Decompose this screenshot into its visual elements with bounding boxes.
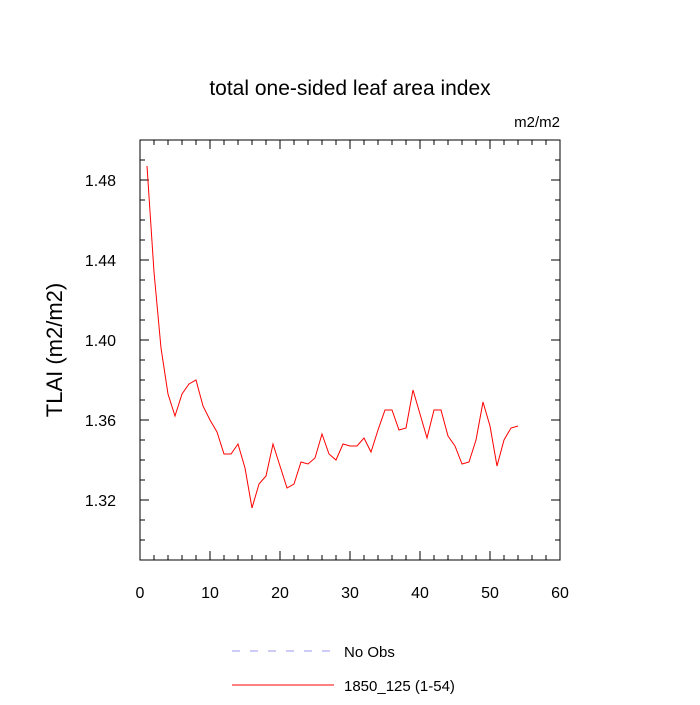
y-tick-label: 1.40 xyxy=(85,333,116,350)
x-tick-label: 0 xyxy=(136,585,145,602)
x-tick-label: 30 xyxy=(341,585,359,602)
legend: No Obs 1850_125 (1-54) xyxy=(232,644,455,695)
plot-frame xyxy=(139,139,561,561)
axis-tick-labels: 0 10 20 30 40 50 60 1.32 1.36 1.40 1.44 1.48 xyxy=(85,173,569,602)
series-layer xyxy=(146,165,519,509)
x-tick-label: 40 xyxy=(411,585,429,602)
series-line-1 xyxy=(146,165,519,509)
x-tick-label: 20 xyxy=(271,585,289,602)
chart-title: total one-sided leaf area index xyxy=(209,77,491,100)
legend-label-1: 1850_125 (1-54) xyxy=(344,678,455,695)
axis-ticks xyxy=(139,139,561,561)
y-tick-label: 1.44 xyxy=(85,253,116,270)
units-label: m2/m2 xyxy=(514,114,560,131)
x-tick-label: 50 xyxy=(481,585,499,602)
y-tick-label: 1.32 xyxy=(85,493,116,510)
legend-label-0: No Obs xyxy=(344,644,395,661)
y-tick-label: 1.36 xyxy=(85,413,116,430)
x-tick-label: 60 xyxy=(551,585,569,602)
x-tick-label: 10 xyxy=(201,585,219,602)
y-axis-label: TLAI (m2/m2) xyxy=(42,283,67,417)
y-tick-label: 1.48 xyxy=(85,173,116,190)
